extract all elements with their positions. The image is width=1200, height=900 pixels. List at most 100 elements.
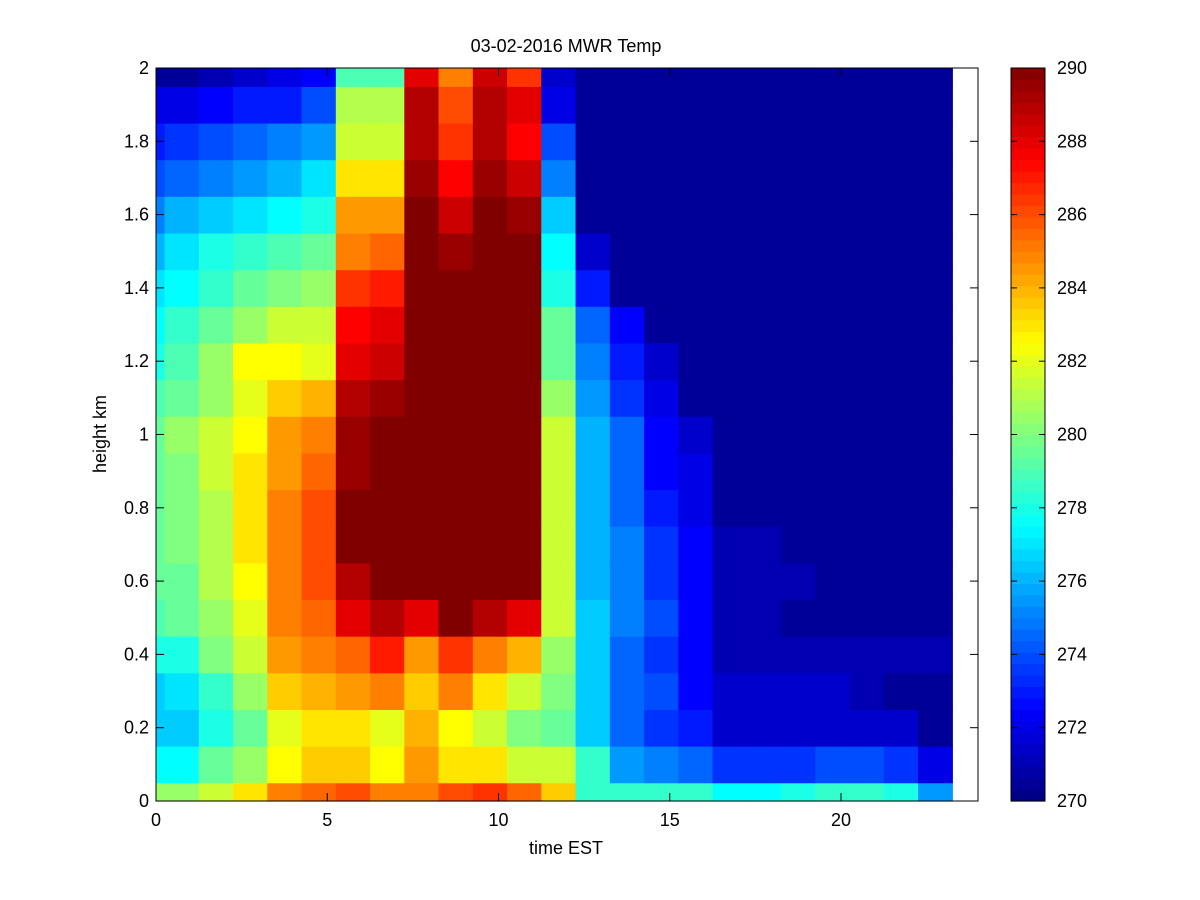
heatmap-cell xyxy=(164,636,200,674)
heatmap-cell xyxy=(746,68,782,87)
heatmap-cell xyxy=(849,672,885,710)
heatmap-cell xyxy=(198,122,234,161)
heatmap-cell xyxy=(541,746,577,784)
colorbar-segment xyxy=(1011,480,1045,493)
heatmap-cell xyxy=(746,122,782,161)
heatmap-cell xyxy=(541,416,577,454)
heatmap-cell xyxy=(370,489,405,527)
heatmap-cell xyxy=(746,489,782,527)
heatmap-cell xyxy=(541,68,577,87)
heatmap-cell xyxy=(472,196,508,234)
heatmap-cell xyxy=(198,709,234,747)
heatmap-cell xyxy=(918,636,953,674)
heatmap-cell xyxy=(883,306,919,344)
heatmap-cell xyxy=(472,159,508,197)
colorbar-segment xyxy=(1011,423,1045,436)
heatmap-cell xyxy=(644,746,679,784)
heatmap-cell xyxy=(472,746,508,784)
heatmap-cell xyxy=(541,562,577,601)
heatmap-cell xyxy=(849,196,885,234)
heatmap-cell xyxy=(746,636,782,674)
heatmap-cell xyxy=(370,416,405,454)
heatmap-cell xyxy=(781,452,816,491)
colorbar-tick-label: 270 xyxy=(1057,791,1087,811)
heatmap-cell xyxy=(233,636,268,674)
heatmap-cell xyxy=(156,672,166,710)
heatmap-cell xyxy=(849,68,885,87)
colorbar-tick-label: 290 xyxy=(1057,58,1087,78)
heatmap-cell xyxy=(472,86,508,124)
heatmap-cell xyxy=(507,452,542,491)
heatmap-cell xyxy=(815,636,851,674)
heatmap-cell xyxy=(370,599,405,637)
x-tick-label: 0 xyxy=(151,810,161,830)
heatmap-cell xyxy=(644,159,679,197)
heatmap-cell xyxy=(335,68,371,87)
colorbar-segment xyxy=(1011,629,1045,642)
heatmap-cell xyxy=(472,232,508,271)
heatmap-cell xyxy=(370,232,405,271)
heatmap-cell xyxy=(301,122,337,161)
heatmap-cell xyxy=(849,159,885,197)
heatmap-cell xyxy=(609,599,645,637)
heatmap-cell xyxy=(883,269,919,307)
heatmap-cell xyxy=(301,416,337,454)
colorbar-segment xyxy=(1011,285,1045,298)
heatmap-cell xyxy=(746,452,782,491)
heatmap-cell xyxy=(678,636,714,674)
colorbar-segment xyxy=(1011,663,1045,676)
heatmap-cell xyxy=(301,599,337,637)
heatmap-cell xyxy=(472,599,508,637)
heatmap-cell xyxy=(404,379,440,417)
colorbar-tick-label: 278 xyxy=(1057,498,1087,518)
heatmap-cell xyxy=(918,68,953,87)
heatmap-cell xyxy=(541,342,577,381)
colorbar-segment xyxy=(1011,755,1045,768)
heatmap-cell xyxy=(370,562,405,601)
colorbar-segment xyxy=(1011,171,1045,184)
heatmap-cell xyxy=(233,709,268,747)
heatmap-cell xyxy=(609,489,645,527)
colorbar-segment xyxy=(1011,514,1045,527)
heatmap-cell xyxy=(370,379,405,417)
heatmap-cell xyxy=(472,636,508,674)
heatmap-cell xyxy=(156,782,166,802)
heatmap-cell xyxy=(541,196,577,234)
heatmap-cell xyxy=(575,452,611,491)
heatmap-cell xyxy=(507,636,542,674)
colorbar-tick-label: 288 xyxy=(1057,131,1087,151)
heatmap-cell xyxy=(918,452,953,491)
heatmap-cell xyxy=(507,489,542,527)
heatmap-cell xyxy=(746,342,782,381)
heatmap-cell xyxy=(575,416,611,454)
heatmap-cell xyxy=(267,122,303,161)
heatmap-cell xyxy=(815,306,851,344)
heatmap-cell xyxy=(404,636,440,674)
heatmap-cell xyxy=(712,86,748,124)
heatmap-cell xyxy=(198,86,234,124)
heatmap-cell xyxy=(609,636,645,674)
heatmap-cell xyxy=(609,709,645,747)
heatmap-cell xyxy=(781,232,816,271)
heatmap-cell xyxy=(575,526,611,564)
heatmap-cell xyxy=(883,782,919,802)
heatmap-cell xyxy=(335,86,371,124)
heatmap-cell xyxy=(301,379,337,417)
heatmap-cell xyxy=(678,269,714,307)
heatmap-cell xyxy=(746,599,782,637)
heatmap-cell xyxy=(301,452,337,491)
heatmap-cell xyxy=(301,196,337,234)
heatmap-cell xyxy=(644,232,679,271)
heatmap-cell xyxy=(507,232,542,271)
heatmap-cell xyxy=(156,159,166,197)
heatmap-cell xyxy=(198,306,234,344)
heatmap-cell xyxy=(267,709,303,747)
heatmap-cell xyxy=(335,562,371,601)
heatmap-cell xyxy=(575,306,611,344)
heatmap-cell xyxy=(712,269,748,307)
heatmap-cell xyxy=(198,636,234,674)
colorbar-segment xyxy=(1011,159,1045,172)
heatmap-cell xyxy=(918,269,953,307)
heatmap-cell xyxy=(575,379,611,417)
